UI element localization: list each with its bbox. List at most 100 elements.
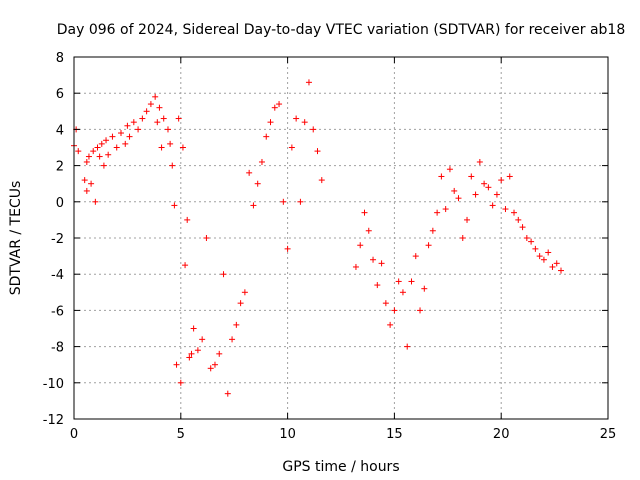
data-point — [472, 191, 479, 198]
data-point — [188, 350, 195, 357]
data-point — [122, 140, 129, 147]
data-point — [241, 289, 248, 296]
data-point — [318, 177, 325, 184]
data-point — [549, 263, 556, 270]
data-point — [124, 122, 131, 129]
data-point — [468, 173, 475, 180]
data-point — [152, 93, 159, 100]
y-tick-label: -12 — [43, 413, 64, 428]
data-point — [139, 115, 146, 122]
data-point — [421, 285, 428, 292]
data-point — [83, 187, 90, 194]
data-point — [160, 115, 167, 122]
data-point — [94, 144, 101, 151]
data-point — [109, 133, 116, 140]
data-point — [263, 133, 270, 140]
data-point — [515, 216, 522, 223]
data-point — [229, 336, 236, 343]
data-point — [305, 79, 312, 86]
data-point — [254, 180, 261, 187]
data-point — [105, 151, 112, 158]
data-point — [83, 158, 90, 165]
data-point — [395, 278, 402, 285]
data-point — [545, 249, 552, 256]
data-point — [182, 262, 189, 269]
y-tick-label: 2 — [56, 160, 64, 175]
data-point — [267, 119, 274, 126]
data-point — [117, 130, 124, 137]
data-point — [207, 365, 214, 372]
data-point — [417, 307, 424, 314]
data-point — [103, 137, 110, 144]
data-point — [399, 289, 406, 296]
data-point — [224, 390, 231, 397]
data-point — [154, 119, 161, 126]
data-point — [156, 104, 163, 111]
data-point — [493, 191, 500, 198]
y-tick-label: -10 — [43, 377, 64, 392]
x-axis-label: GPS time / hours — [282, 459, 399, 475]
data-point — [171, 202, 178, 209]
x-tick-label: 0 — [70, 427, 78, 442]
data-point — [540, 256, 547, 263]
x-tick-label: 10 — [279, 427, 296, 442]
data-point — [113, 144, 120, 151]
data-point — [485, 184, 492, 191]
data-point — [158, 144, 165, 151]
data-point — [536, 253, 543, 260]
data-point — [280, 198, 287, 205]
data-point — [288, 144, 295, 151]
data-point — [459, 235, 466, 241]
data-point — [271, 104, 278, 111]
data-point — [92, 198, 99, 205]
data-point — [528, 238, 535, 245]
data-point — [301, 119, 308, 126]
y-tick-label: -6 — [51, 304, 64, 319]
data-point — [481, 180, 488, 187]
data-point — [293, 115, 300, 122]
data-point — [370, 256, 377, 263]
data-point — [310, 126, 317, 133]
data-point — [81, 177, 88, 184]
data-point — [237, 300, 244, 307]
y-tick-label: 8 — [56, 51, 64, 66]
data-point — [476, 158, 483, 165]
data-point — [365, 227, 372, 234]
data-point — [378, 260, 385, 267]
data-point — [451, 187, 458, 194]
data-point — [361, 209, 368, 216]
data-point — [553, 260, 560, 267]
x-tick-label: 15 — [386, 427, 403, 442]
data-point — [85, 153, 92, 160]
data-point — [100, 162, 107, 169]
data-point — [276, 101, 283, 108]
data-point — [408, 278, 415, 285]
data-point — [558, 267, 565, 274]
data-point — [498, 177, 505, 184]
data-point — [357, 242, 364, 249]
y-tick-label: 4 — [56, 123, 64, 138]
axis-ticks: 0 5 10 15 20 25 -12 -10 -8 -6 -4 -2 0 2 4 6 8 — [43, 51, 617, 442]
data-point — [88, 180, 95, 187]
data-point — [506, 173, 513, 180]
data-point — [96, 153, 103, 160]
data-point — [523, 235, 530, 241]
data-point — [130, 119, 137, 126]
data-point — [532, 245, 539, 252]
data-point — [352, 263, 359, 270]
data-point — [211, 361, 218, 368]
data-point — [147, 101, 154, 108]
data-point — [203, 235, 210, 241]
data-point — [199, 336, 206, 343]
data-point — [186, 354, 193, 361]
data-point — [173, 361, 180, 368]
data-point — [511, 209, 518, 216]
data-point — [438, 173, 445, 180]
y-tick-label: -8 — [51, 341, 64, 356]
data-point — [184, 216, 191, 223]
data-point — [464, 216, 471, 223]
data-point — [179, 144, 186, 151]
data-point — [75, 148, 82, 155]
y-axis-label: SDTVAR / TECUs — [8, 181, 24, 296]
